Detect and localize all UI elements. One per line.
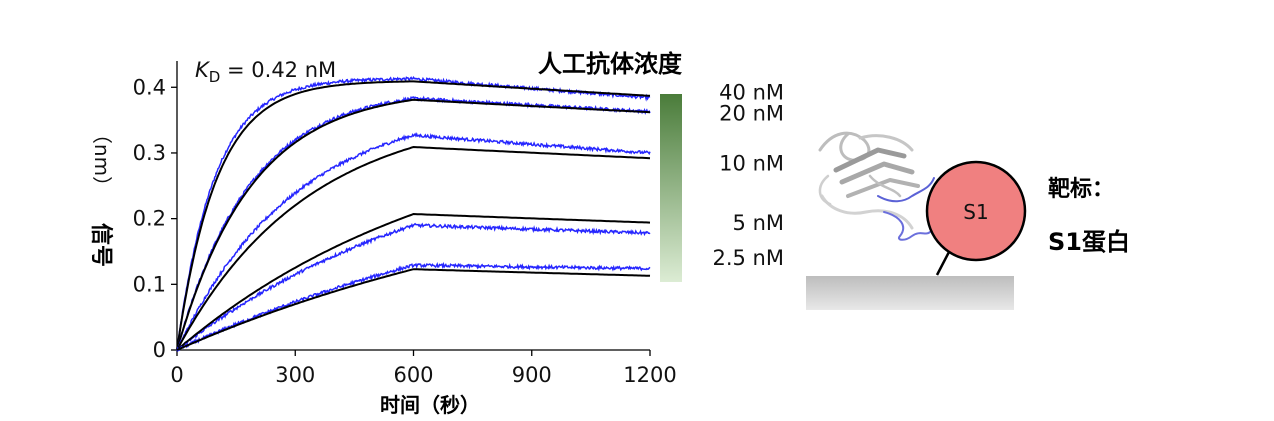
x-tick-label: 600 xyxy=(393,363,433,387)
y-axis-unit-label: （nm） xyxy=(90,124,114,196)
concentration-label: 2.5 nM xyxy=(712,246,784,270)
concentration-gradient-bar xyxy=(660,94,682,282)
kd-annotation: KD = 0.42 nM xyxy=(195,58,336,86)
series-curves xyxy=(176,75,651,353)
antibody-ribbon-structure xyxy=(818,131,935,241)
sensor-surface xyxy=(806,276,1014,310)
measured-curve xyxy=(176,222,651,353)
fit-curve xyxy=(176,268,651,351)
fit-curve xyxy=(176,212,651,351)
target-name: S1蛋白 xyxy=(1048,228,1130,256)
legend-title: 人工抗体浓度 xyxy=(538,50,683,78)
y-tick-label: 0.2 xyxy=(133,207,166,231)
measured-curve xyxy=(176,261,651,352)
x-tick-label: 900 xyxy=(512,363,552,387)
sphere-label: S1 xyxy=(963,200,988,224)
y-axis-label: 信号 xyxy=(88,223,114,267)
y-tick-label: 0 xyxy=(153,338,166,362)
sphere-tether xyxy=(935,249,952,276)
concentration-label: 5 nM xyxy=(733,211,784,235)
fit-curve xyxy=(176,80,651,351)
y-tick-label: 0.1 xyxy=(133,272,166,296)
concentration-label: 40 nM xyxy=(719,81,784,105)
x-tick-label: 300 xyxy=(275,363,315,387)
y-tick-label: 0.4 xyxy=(133,75,166,99)
measured-curve xyxy=(176,132,651,351)
y-axis-ticks: 0 0.1 0.2 0.3 0.4 xyxy=(133,75,177,362)
target-label: 靶标： xyxy=(1048,176,1114,202)
x-axis-ticks: 0 300 600 900 1200 xyxy=(170,350,677,387)
concentration-label: 10 nM xyxy=(719,151,784,175)
s1-protein-sphere xyxy=(925,160,1027,262)
binding-kinetics-chart: 0 300 600 900 1200 0 0.1 0.2 0.3 0.4 时间（秒） 信号 （n… xyxy=(88,50,784,417)
fit-curve xyxy=(176,98,651,351)
x-tick-label: 0 xyxy=(170,363,183,387)
concentration-label: 20 nM xyxy=(719,102,784,126)
fit-curve xyxy=(176,145,651,351)
axes xyxy=(176,61,650,351)
y-tick-label: 0.3 xyxy=(133,141,166,165)
x-tick-label: 1200 xyxy=(623,363,676,387)
target-schematic: S1 靶标： S1蛋白 xyxy=(806,131,1130,310)
x-axis-label: 时间（秒） xyxy=(380,393,480,417)
